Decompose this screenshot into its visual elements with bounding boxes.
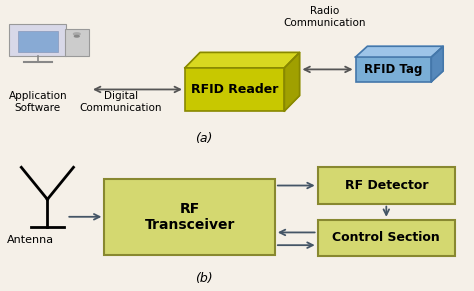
Text: Control Section: Control Section xyxy=(332,231,440,244)
Text: RFID Reader: RFID Reader xyxy=(191,83,278,96)
Circle shape xyxy=(74,36,79,37)
Text: RF
Transceiver: RF Transceiver xyxy=(145,202,235,232)
FancyBboxPatch shape xyxy=(18,31,58,52)
FancyBboxPatch shape xyxy=(9,24,66,56)
FancyBboxPatch shape xyxy=(318,220,455,256)
Circle shape xyxy=(73,33,80,35)
Text: (a): (a) xyxy=(195,132,212,145)
FancyBboxPatch shape xyxy=(185,68,284,111)
Polygon shape xyxy=(356,46,443,57)
Text: Radio
Communication: Radio Communication xyxy=(283,6,366,28)
Text: Application
Software: Application Software xyxy=(9,91,67,113)
Text: Antenna: Antenna xyxy=(7,235,55,245)
FancyBboxPatch shape xyxy=(318,167,455,204)
Polygon shape xyxy=(284,52,300,111)
FancyBboxPatch shape xyxy=(104,179,275,255)
Text: Digital
Communication: Digital Communication xyxy=(80,91,162,113)
FancyBboxPatch shape xyxy=(65,29,89,56)
Text: (b): (b) xyxy=(195,272,213,285)
Polygon shape xyxy=(431,46,443,82)
Text: RFID Tag: RFID Tag xyxy=(364,63,423,76)
Text: RF Detector: RF Detector xyxy=(345,179,428,192)
FancyBboxPatch shape xyxy=(356,57,431,82)
Polygon shape xyxy=(185,52,300,68)
